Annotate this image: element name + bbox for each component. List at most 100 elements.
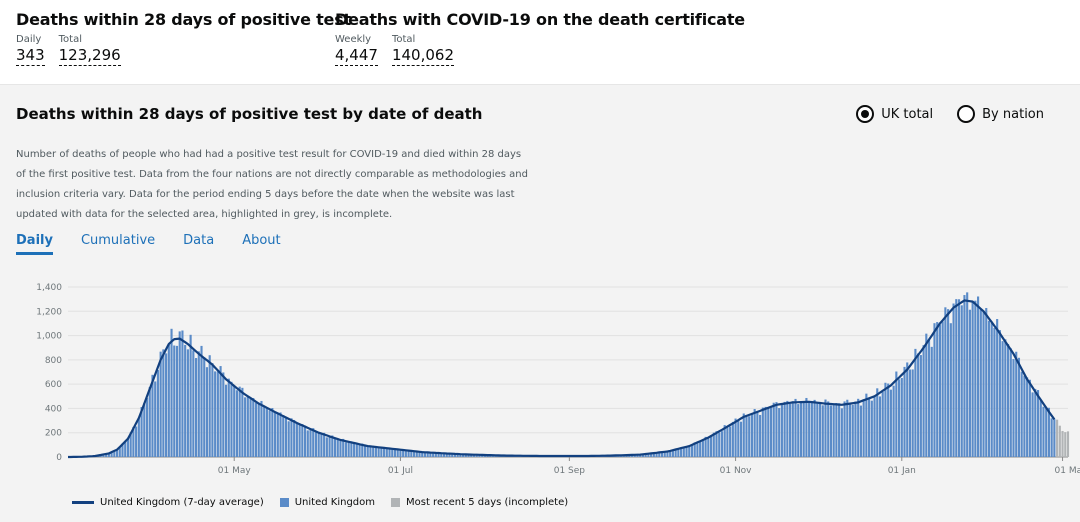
daily-bar xyxy=(254,402,258,457)
daily-bar xyxy=(848,404,852,457)
x-tick-label: 01 Ma xyxy=(1055,466,1080,476)
tab-about[interactable]: About xyxy=(242,233,281,248)
daily-bar xyxy=(933,323,936,457)
daily-bar xyxy=(195,358,198,457)
daily-bar xyxy=(115,450,119,457)
daily-bar xyxy=(737,420,740,457)
daily-bar xyxy=(377,447,380,457)
daily-bar xyxy=(238,386,241,457)
daily-bar xyxy=(306,430,309,457)
x-tick-label: 01 Sep xyxy=(554,466,586,476)
daily-bar xyxy=(358,444,361,457)
daily-bar xyxy=(219,366,222,457)
legend-label: Most recent 5 days (incomplete) xyxy=(406,497,569,508)
daily-bar xyxy=(911,369,914,457)
stat-daily: Daily 343 xyxy=(16,34,45,66)
stat-value[interactable]: 4,447 xyxy=(335,46,378,66)
daily-bar xyxy=(750,413,753,457)
daily-bar xyxy=(707,438,710,457)
daily-bar xyxy=(140,407,143,457)
daily-bar xyxy=(227,378,230,457)
daily-bar xyxy=(682,447,685,457)
daily-bar xyxy=(843,401,846,457)
daily-bar xyxy=(838,403,841,457)
daily-bar xyxy=(639,454,642,457)
daily-bar xyxy=(290,418,293,457)
stat-weekly: Weekly 4,447 xyxy=(335,34,378,66)
stat-label: Daily xyxy=(16,34,42,45)
daily-bar xyxy=(688,446,691,457)
radio-selected-icon[interactable] xyxy=(856,105,875,123)
daily-bar xyxy=(941,321,944,457)
incomplete-bar xyxy=(1066,431,1070,457)
daily-bar xyxy=(739,421,743,457)
incomplete-bar xyxy=(1061,430,1064,457)
daily-bar xyxy=(159,351,162,457)
daily-bar xyxy=(985,307,988,457)
daily-bar xyxy=(783,401,786,457)
legend-item-daily[interactable]: United Kingdom xyxy=(279,497,375,508)
daily-bar xyxy=(772,402,775,457)
daily-bar xyxy=(260,400,263,457)
panel-title: Deaths within 28 days of positive test b… xyxy=(16,105,483,123)
area-radio-group: UK total By nation xyxy=(856,105,1044,123)
daily-bar xyxy=(775,402,778,457)
daily-bar xyxy=(764,406,767,457)
daily-bar xyxy=(650,453,653,457)
daily-bar xyxy=(813,399,816,457)
daily-bar xyxy=(309,428,312,457)
daily-bar xyxy=(960,305,963,457)
daily-bar xyxy=(977,296,980,457)
daily-bar xyxy=(674,448,677,457)
daily-bar xyxy=(731,421,734,457)
radio-uk-total[interactable]: UK total xyxy=(856,105,933,123)
daily-bar xyxy=(715,431,718,457)
radio-by-nation[interactable]: By nation xyxy=(957,105,1044,123)
daily-bar xyxy=(271,408,274,457)
daily-bar xyxy=(129,432,132,457)
daily-bar xyxy=(124,441,127,457)
daily-bar xyxy=(246,395,249,457)
tab-data[interactable]: Data xyxy=(183,233,215,248)
x-tick-label: 01 Jul xyxy=(388,466,413,476)
tab-cumulative[interactable]: Cumulative xyxy=(80,233,156,248)
daily-bar xyxy=(644,453,647,457)
daily-bar xyxy=(889,389,892,457)
daily-bar xyxy=(432,452,435,457)
daily-bar xyxy=(1045,407,1048,457)
daily-bar xyxy=(1039,400,1042,457)
x-tick-label: 01 Nov xyxy=(720,466,753,476)
legend-item-average[interactable]: United Kingdom (7-day average) xyxy=(72,497,264,508)
daily-bar xyxy=(906,362,909,457)
daily-bar xyxy=(846,399,849,457)
daily-bar xyxy=(873,396,876,457)
daily-bar xyxy=(437,453,440,457)
daily-bar xyxy=(979,309,982,457)
tab-daily[interactable]: Daily xyxy=(16,233,53,255)
headline-title: Deaths with COVID-19 on the death certif… xyxy=(335,10,745,29)
daily-bar xyxy=(314,431,318,457)
radio-unselected-icon[interactable] xyxy=(957,105,976,123)
stat-value[interactable]: 343 xyxy=(16,46,45,66)
daily-bar xyxy=(952,303,955,457)
daily-bar xyxy=(279,412,282,457)
legend-item-incomplete[interactable]: Most recent 5 days (incomplete) xyxy=(391,497,568,508)
daily-bar xyxy=(832,403,835,457)
daily-bar xyxy=(118,446,121,457)
daily-bar xyxy=(1034,388,1037,457)
daily-bar xyxy=(791,401,794,457)
daily-bar xyxy=(132,426,135,457)
daily-bar xyxy=(968,309,971,457)
stat-value[interactable]: 123,296 xyxy=(58,46,121,66)
daily-bar xyxy=(786,400,789,457)
daily-bar xyxy=(742,413,745,457)
daily-bar xyxy=(1047,407,1050,457)
daily-bar xyxy=(148,387,151,457)
daily-bar xyxy=(761,407,764,457)
stat-value[interactable]: 140,062 xyxy=(391,46,454,66)
daily-bar xyxy=(936,322,939,457)
y-tick-label: 600 xyxy=(45,380,62,390)
daily-bar xyxy=(881,391,884,457)
daily-bar xyxy=(350,441,353,457)
radio-label: UK total xyxy=(881,106,934,122)
